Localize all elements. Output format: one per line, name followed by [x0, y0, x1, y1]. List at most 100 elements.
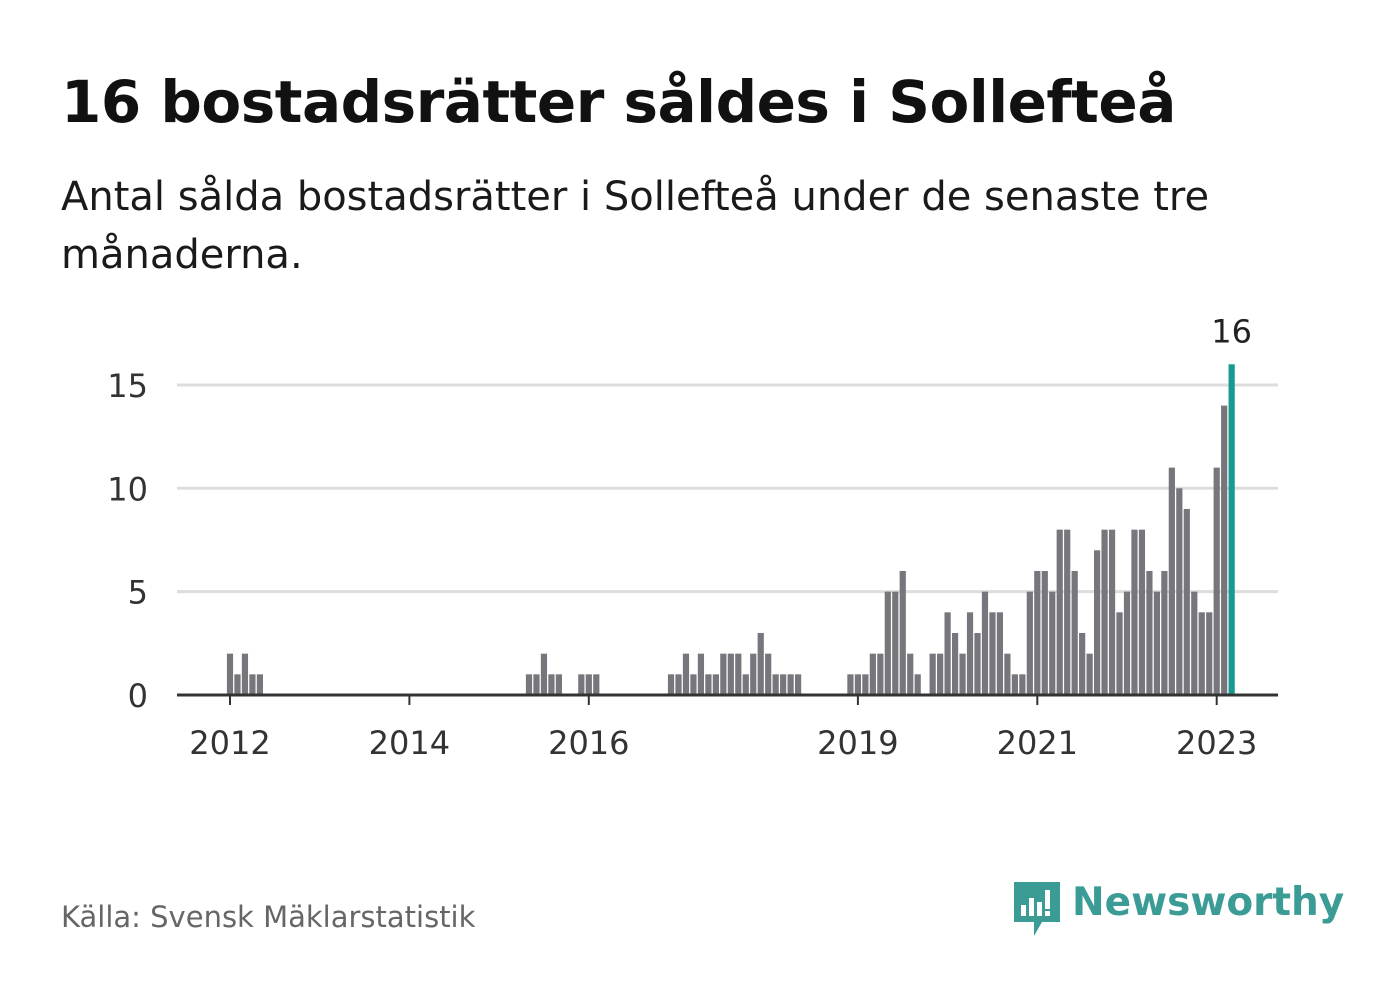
bar: [787, 674, 794, 695]
bar: [1056, 529, 1063, 695]
highlight-bar: [1228, 364, 1235, 695]
bar: [1019, 674, 1026, 695]
bar: [907, 653, 914, 695]
bar: [869, 653, 876, 695]
bar: [877, 653, 884, 695]
bar: [892, 591, 899, 695]
bar: [899, 570, 906, 695]
brand-name: Newsworthy: [1072, 880, 1345, 925]
bar: [959, 653, 966, 695]
y-tick-label: 5: [128, 574, 148, 612]
bars: [226, 364, 1235, 695]
bar: [989, 612, 996, 695]
chart-title: 16 bostadsrätter såldes i Sollefteå: [61, 68, 1176, 136]
bar: [697, 653, 705, 695]
bar: [1213, 467, 1220, 695]
bar: [1064, 529, 1071, 695]
bar: [1191, 591, 1198, 695]
bar: [667, 674, 675, 695]
bar: [1123, 591, 1131, 695]
labels: 0 5 10 15 2012 2014 2016 2019 2021 2023 16: [107, 312, 1257, 762]
x-tick-label: 2021: [997, 724, 1078, 762]
bar: [1026, 591, 1033, 695]
bar: [682, 653, 690, 695]
source-note: Källa: Svensk Mäklarstatistik: [61, 900, 476, 934]
newsworthy-logo-icon: [1014, 882, 1060, 936]
bar: [1198, 612, 1205, 695]
bar: [675, 674, 682, 695]
bar: [1138, 529, 1146, 695]
bar: [727, 653, 734, 695]
bar: [234, 674, 241, 695]
bar: [966, 612, 974, 695]
brand-logo[interactable]: Newsworthy: [1012, 880, 1344, 940]
bar: [757, 632, 764, 695]
bar: [735, 653, 742, 695]
x-tick-label: 2016: [548, 724, 629, 762]
bar: [1183, 508, 1190, 695]
bar: [772, 674, 779, 695]
bar: [1161, 570, 1168, 695]
x-tick-label: 2012: [189, 724, 270, 762]
bar: [1221, 405, 1228, 695]
bar: [974, 632, 981, 695]
bar: [981, 591, 989, 695]
bar: [854, 674, 861, 695]
y-tick-label: 0: [128, 677, 148, 715]
bar: [241, 653, 249, 695]
bar: [862, 674, 869, 695]
y-tick-label: 15: [107, 367, 148, 405]
bar: [555, 674, 562, 695]
bar: [1079, 632, 1086, 695]
bar: [1011, 674, 1018, 695]
chart-subtitle: Antal sålda bostadsrätter i Sollefteå un…: [61, 174, 1210, 278]
bar: [712, 674, 719, 695]
bar: [720, 653, 727, 695]
bar: [1176, 488, 1183, 695]
bar: [765, 653, 772, 695]
bar-chart: 0 5 10 15 2012 2014 2016 2019 2021 2023 16: [107, 312, 1278, 762]
bar: [593, 674, 600, 695]
bar: [1108, 529, 1116, 695]
bar: [1034, 570, 1041, 695]
bar: [944, 612, 951, 695]
y-tick-label: 10: [107, 470, 148, 508]
x-tick-label: 2014: [369, 724, 450, 762]
bar: [795, 674, 802, 695]
bar: [249, 674, 256, 695]
bar: [540, 653, 548, 695]
bar: [226, 653, 234, 695]
bar: [1116, 612, 1123, 695]
bar: [533, 674, 540, 695]
bar: [1131, 529, 1138, 695]
bar: [585, 674, 592, 695]
bar: [1101, 529, 1108, 695]
bar: [742, 674, 749, 695]
bar: [1041, 570, 1048, 695]
bar: [1153, 591, 1160, 695]
bar: [929, 653, 936, 695]
bar: [578, 674, 585, 695]
bar: [1206, 612, 1213, 695]
bar: [525, 674, 533, 695]
axes: [177, 693, 1278, 705]
bar: [1071, 570, 1078, 695]
bar: [1004, 653, 1011, 695]
highlight-value-label: 16: [1211, 312, 1252, 350]
bar: [780, 674, 787, 695]
bar: [1086, 653, 1093, 695]
bar: [847, 674, 854, 695]
bar: [690, 674, 697, 695]
bar: [996, 612, 1004, 695]
bar: [1049, 591, 1056, 695]
bar: [1168, 467, 1175, 695]
bar: [951, 632, 959, 695]
bar: [937, 653, 944, 695]
bar: [914, 674, 921, 695]
bar: [548, 674, 555, 695]
bar: [884, 591, 891, 695]
bar: [256, 674, 263, 695]
x-tick-label: 2019: [817, 724, 898, 762]
bar: [1146, 570, 1153, 695]
x-tick-label: 2023: [1176, 724, 1257, 762]
